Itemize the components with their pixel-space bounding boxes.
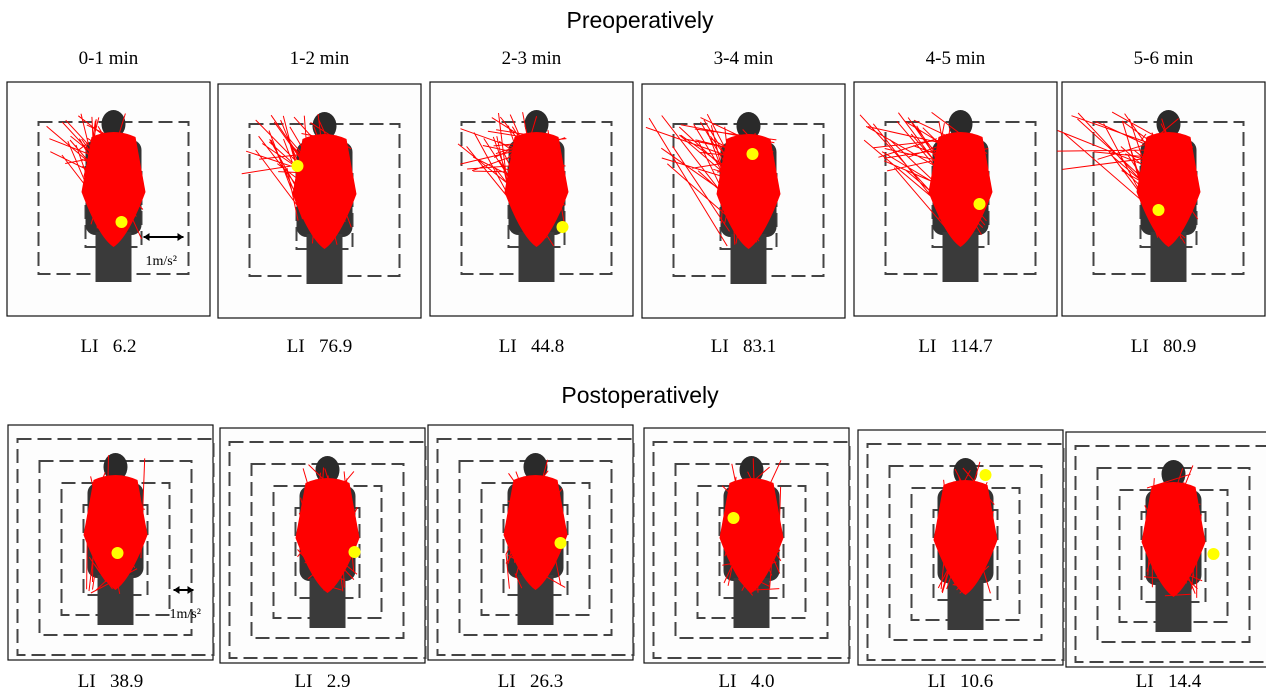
time-label: 2-3 min bbox=[502, 48, 562, 69]
li-label: LI 83.1 bbox=[711, 336, 776, 357]
time-label: 5-6 min bbox=[1134, 48, 1194, 69]
center-dot bbox=[747, 148, 759, 160]
center-dot bbox=[112, 547, 124, 559]
center-dot bbox=[349, 546, 361, 558]
li-label: LI 6.2 bbox=[81, 336, 137, 357]
li-label: LI 10.6 bbox=[928, 671, 993, 692]
li-label: LI 80.9 bbox=[1131, 336, 1196, 357]
center-dot bbox=[557, 221, 569, 233]
panel-image bbox=[218, 84, 421, 318]
li-label: LI 14.4 bbox=[1136, 671, 1202, 692]
section-title: Postoperatively bbox=[561, 382, 719, 408]
li-label: LI 38.9 bbox=[78, 671, 143, 692]
panel-image: 1m/s² bbox=[7, 82, 210, 316]
panel-image bbox=[428, 425, 634, 660]
center-dot bbox=[1153, 204, 1165, 216]
section-title: Preoperatively bbox=[566, 7, 714, 33]
figure: Preoperatively Postoperatively 1m/s² 0-1 … bbox=[0, 0, 1266, 697]
center-dot bbox=[728, 512, 740, 524]
time-label: 3-4 min bbox=[714, 48, 774, 69]
panel-image bbox=[1057, 82, 1265, 316]
center-dot bbox=[974, 198, 986, 210]
panel-image: 1m/s² bbox=[8, 425, 214, 660]
panel-image bbox=[642, 84, 845, 318]
center-dot bbox=[116, 216, 128, 228]
time-label: 1-2 min bbox=[290, 48, 350, 69]
li-label: LI 26.3 bbox=[498, 671, 563, 692]
li-label: LI 2.9 bbox=[295, 671, 351, 692]
time-label: 0-1 min bbox=[79, 48, 139, 69]
center-dot bbox=[1208, 548, 1220, 560]
li-label: LI 114.7 bbox=[918, 336, 992, 357]
panel-image bbox=[220, 428, 426, 663]
scale-label: 1m/s² bbox=[170, 607, 201, 622]
center-dot bbox=[980, 469, 992, 481]
li-label: LI 4.0 bbox=[719, 671, 775, 692]
scale-label: 1m/s² bbox=[146, 254, 177, 269]
panel-image bbox=[430, 82, 633, 316]
panel-image bbox=[858, 430, 1064, 665]
panel-image bbox=[644, 428, 850, 663]
center-dot bbox=[292, 160, 304, 172]
li-label: LI 76.9 bbox=[287, 336, 352, 357]
panel-image bbox=[854, 82, 1057, 316]
panel-image bbox=[1066, 432, 1266, 667]
li-label: LI 44.8 bbox=[499, 336, 564, 357]
center-dot bbox=[555, 537, 567, 549]
time-label: 4-5 min bbox=[926, 48, 986, 69]
